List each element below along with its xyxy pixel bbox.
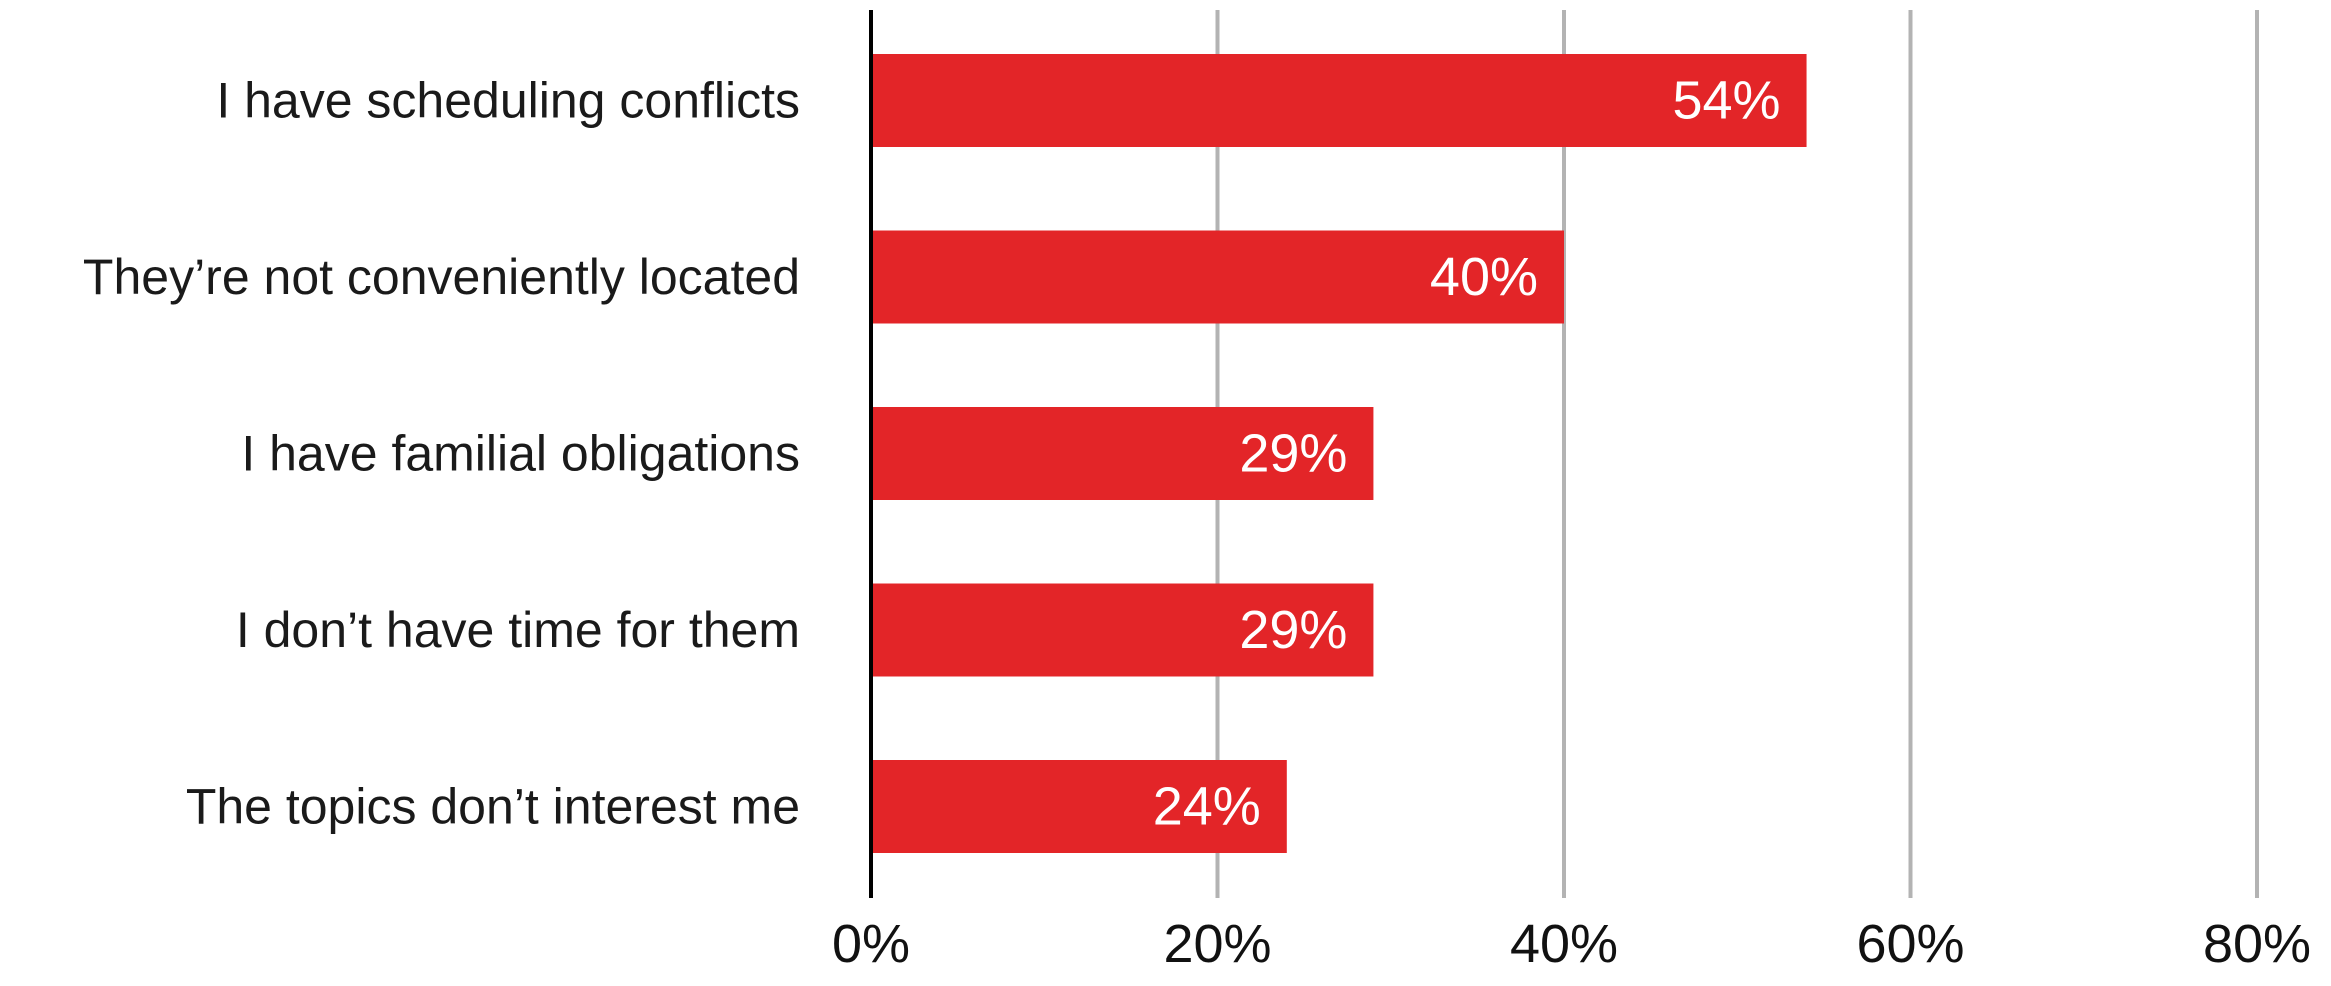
bar-4 (871, 583, 1374, 677)
category-labels: I have scheduling conflicts They’re not c… (83, 73, 800, 835)
x-tick-labels: 0% 20% 40% 60% 80% (832, 914, 2311, 974)
x-tick-label: 80% (2203, 914, 2311, 974)
category-label: They’re not conveniently located (83, 249, 800, 305)
data-label: 24% (1153, 777, 1261, 837)
data-label: 40% (1430, 247, 1538, 307)
category-label: I have familial obligations (241, 426, 800, 482)
category-label: I don’t have time for them (236, 602, 800, 658)
bar-1 (871, 54, 1807, 147)
bar-2 (871, 230, 1564, 324)
x-tick-label: 20% (1163, 914, 1271, 974)
x-tick-label: 0% (832, 914, 910, 974)
bar-3 (871, 407, 1374, 500)
data-label: 54% (1672, 71, 1780, 131)
bar-5 (871, 760, 1287, 853)
data-label: 29% (1239, 600, 1347, 660)
data-labels: 54% 40% 29% 29% 24% (1153, 71, 1781, 837)
bars (871, 54, 1807, 853)
x-tick-label: 40% (1510, 914, 1618, 974)
data-label: 29% (1239, 424, 1347, 484)
category-label: The topics don’t interest me (186, 779, 800, 835)
category-label: I have scheduling conflicts (216, 73, 800, 129)
x-tick-label: 60% (1856, 914, 1964, 974)
